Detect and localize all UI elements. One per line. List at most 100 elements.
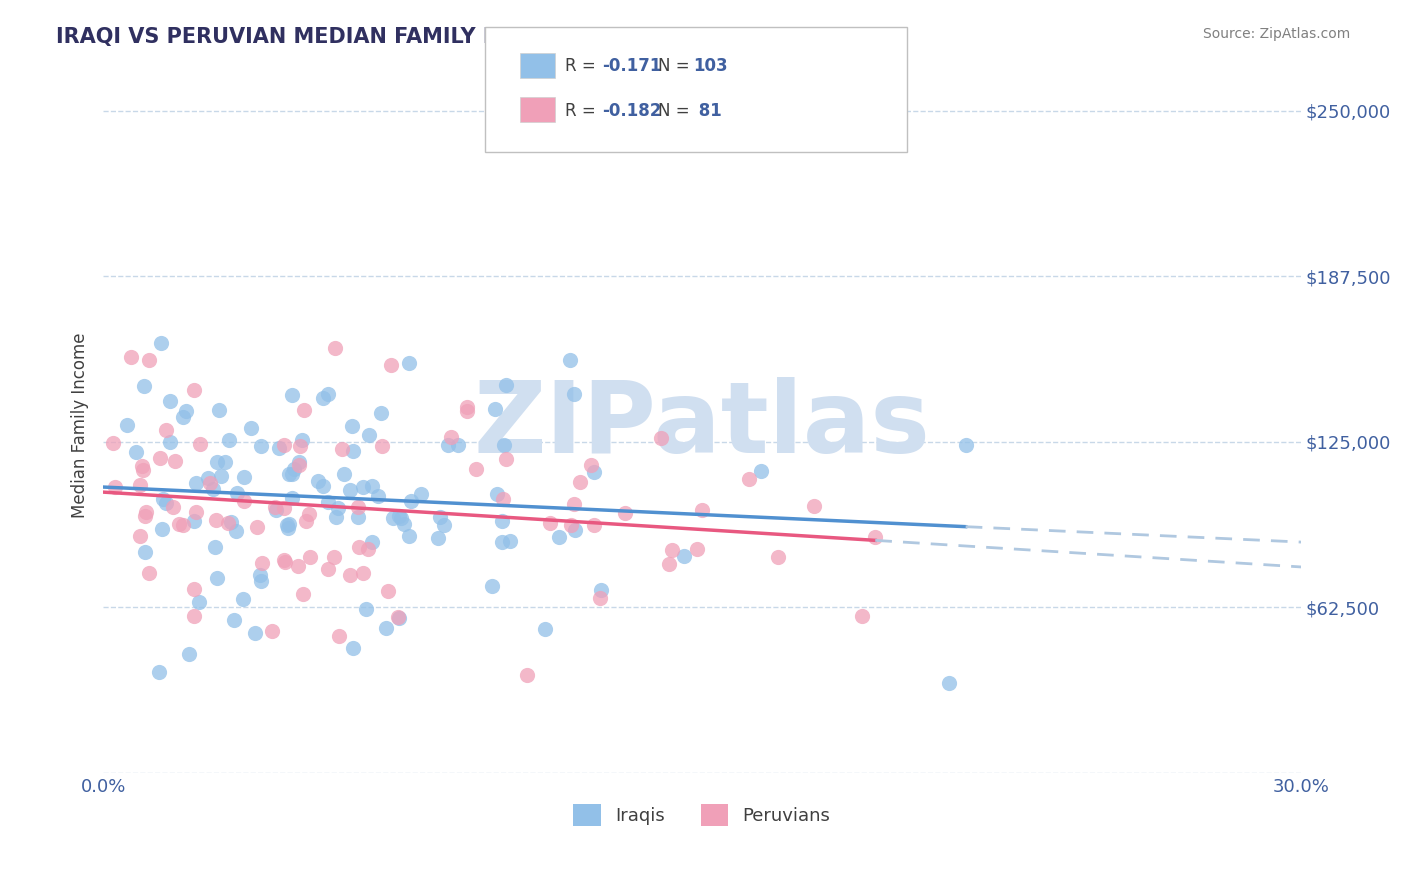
Point xyxy=(117,418,139,433)
Point xyxy=(361,479,384,493)
Point xyxy=(155,424,177,438)
Point xyxy=(159,393,181,408)
Point xyxy=(184,505,207,519)
Point xyxy=(266,503,288,517)
Point xyxy=(326,500,349,515)
Point xyxy=(243,625,266,640)
Point xyxy=(128,478,150,492)
Point xyxy=(197,471,219,485)
Point xyxy=(562,386,585,401)
Point xyxy=(328,629,350,643)
Point xyxy=(388,509,411,524)
Point xyxy=(250,556,273,570)
Point xyxy=(398,356,420,370)
Point xyxy=(183,384,205,398)
Point xyxy=(281,387,304,401)
Point xyxy=(673,549,696,563)
Text: R =: R = xyxy=(565,57,602,75)
Point xyxy=(389,510,412,524)
Point xyxy=(246,520,269,534)
Point xyxy=(613,506,636,520)
Point xyxy=(226,485,249,500)
Point xyxy=(955,437,977,451)
Point xyxy=(214,455,236,469)
Point xyxy=(690,503,713,517)
Point xyxy=(330,442,353,457)
Point xyxy=(495,377,517,392)
Point xyxy=(184,476,207,491)
Text: IRAQI VS PERUVIAN MEDIAN FAMILY INCOME CORRELATION CHART: IRAQI VS PERUVIAN MEDIAN FAMILY INCOME C… xyxy=(56,27,832,46)
Point xyxy=(495,452,517,467)
Point xyxy=(307,474,329,488)
Point xyxy=(491,514,513,528)
Point xyxy=(333,467,356,482)
Point xyxy=(208,402,231,417)
Point xyxy=(150,522,173,536)
Point xyxy=(138,566,160,581)
Point xyxy=(516,668,538,682)
Point xyxy=(239,421,262,435)
Point xyxy=(352,480,374,494)
Point xyxy=(429,509,451,524)
Point xyxy=(582,465,605,479)
Point xyxy=(339,483,361,498)
Point xyxy=(260,624,283,639)
Point xyxy=(134,508,156,523)
Point xyxy=(162,500,184,515)
Point xyxy=(312,391,335,405)
Point xyxy=(222,614,245,628)
Point xyxy=(569,475,592,489)
Point xyxy=(481,578,503,592)
Point xyxy=(294,514,316,528)
Point xyxy=(316,386,339,401)
Point xyxy=(427,531,450,545)
Point xyxy=(267,441,290,455)
Legend: Iraqis, Peruvians: Iraqis, Peruvians xyxy=(567,797,838,833)
Point xyxy=(367,489,389,503)
Point xyxy=(273,555,295,569)
Point xyxy=(583,517,606,532)
Point xyxy=(276,518,298,533)
Point xyxy=(456,400,478,414)
Point xyxy=(183,514,205,528)
Point xyxy=(650,431,672,445)
Point xyxy=(207,571,229,585)
Point xyxy=(440,430,463,444)
Point xyxy=(131,458,153,473)
Point xyxy=(370,406,392,420)
Point xyxy=(347,541,370,555)
Point xyxy=(323,341,346,355)
Point xyxy=(339,567,361,582)
Point xyxy=(201,482,224,496)
Point xyxy=(347,509,370,524)
Text: R =: R = xyxy=(565,102,602,120)
Point xyxy=(163,453,186,467)
Text: ZIPatlas: ZIPatlas xyxy=(474,376,931,474)
Point xyxy=(661,542,683,557)
Point xyxy=(370,439,392,453)
Point xyxy=(579,458,602,472)
Point xyxy=(225,524,247,538)
Text: -0.171: -0.171 xyxy=(602,57,661,75)
Point xyxy=(288,455,311,469)
Point xyxy=(209,469,232,483)
Point xyxy=(686,541,709,556)
Point xyxy=(183,609,205,624)
Point xyxy=(564,523,586,537)
Point xyxy=(134,545,156,559)
Point xyxy=(174,403,197,417)
Point xyxy=(387,609,409,624)
Point xyxy=(294,403,316,417)
Point xyxy=(132,462,155,476)
Point xyxy=(360,534,382,549)
Point xyxy=(465,462,488,476)
Point xyxy=(591,583,613,598)
Point xyxy=(152,491,174,506)
Text: 81: 81 xyxy=(693,102,721,120)
Point xyxy=(149,451,172,466)
Point xyxy=(359,427,381,442)
Point xyxy=(250,439,273,453)
Point xyxy=(104,480,127,494)
Point xyxy=(342,444,364,458)
Point xyxy=(218,433,240,447)
